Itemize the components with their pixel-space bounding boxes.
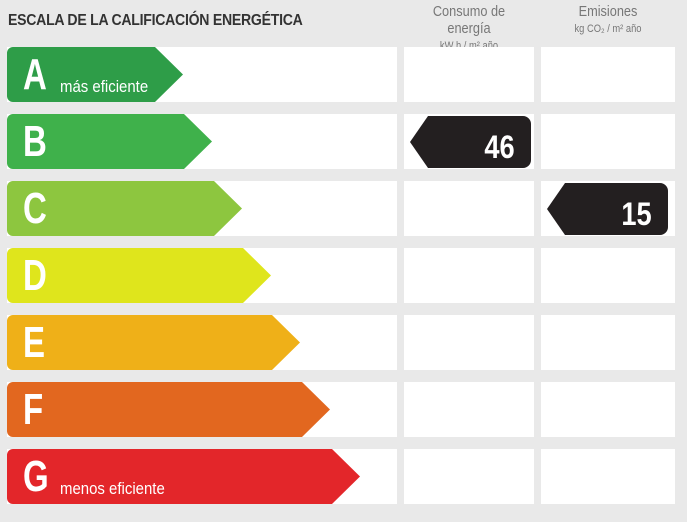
consumption-value: 46 — [484, 129, 515, 165]
rating-row-e: E — [0, 315, 687, 370]
rating-letter: D — [23, 251, 47, 300]
rating-row-g: G menos eficiente — [0, 449, 687, 504]
rating-letter: F — [23, 385, 44, 434]
consumption-cell — [404, 47, 534, 102]
rating-letter: A — [23, 50, 47, 99]
emissions-badge: 15 — [547, 183, 668, 235]
emissions-title: Emisiones — [578, 3, 638, 20]
consumption-cell — [404, 181, 534, 236]
consumption-badge: 46 — [410, 116, 531, 168]
rating-letter: B — [23, 117, 47, 166]
consumption-cell — [404, 315, 534, 370]
rating-arrow: E — [7, 315, 300, 370]
rating-arrow: B — [7, 114, 212, 169]
rating-letter: E — [23, 318, 46, 367]
rating-arrow: D — [7, 248, 271, 303]
rating-arrow: F — [7, 382, 330, 437]
emissions-cell — [541, 382, 675, 437]
emissions-cell — [541, 248, 675, 303]
consumption-cell — [404, 382, 534, 437]
emissions-unit: kg CO₂ / m² año — [574, 23, 642, 35]
rating-letter: C — [23, 184, 47, 233]
rating-row-f: F — [0, 382, 687, 437]
emissions-cell — [541, 47, 675, 102]
rating-label: más eficiente — [60, 77, 149, 96]
page-title: ESCALA DE LA CALIFICACIÓN ENERGÉTICA — [8, 12, 303, 29]
rating-row-d: D — [0, 248, 687, 303]
rating-label: menos eficiente — [60, 479, 165, 498]
rating-arrow: A más eficiente — [7, 47, 183, 102]
emissions-cell — [541, 315, 675, 370]
consumption-header: Consumo de energía kW h / m² año — [414, 3, 525, 52]
rating-letter: G — [23, 452, 49, 501]
consumption-cell — [404, 449, 534, 504]
rating-arrow: C — [7, 181, 242, 236]
rating-row-a: A más eficiente — [0, 47, 687, 102]
emissions-header: Emisiones kg CO₂ / m² año — [551, 3, 665, 35]
consumption-cell — [404, 248, 534, 303]
rating-row-c: C 15 — [0, 181, 687, 236]
consumption-title: Consumo de energía — [432, 3, 506, 37]
emissions-cell — [541, 114, 675, 169]
rating-arrow: G menos eficiente — [7, 449, 360, 504]
emissions-cell — [541, 449, 675, 504]
emissions-value: 15 — [621, 196, 652, 232]
rating-row-b: B 46 — [0, 114, 687, 169]
